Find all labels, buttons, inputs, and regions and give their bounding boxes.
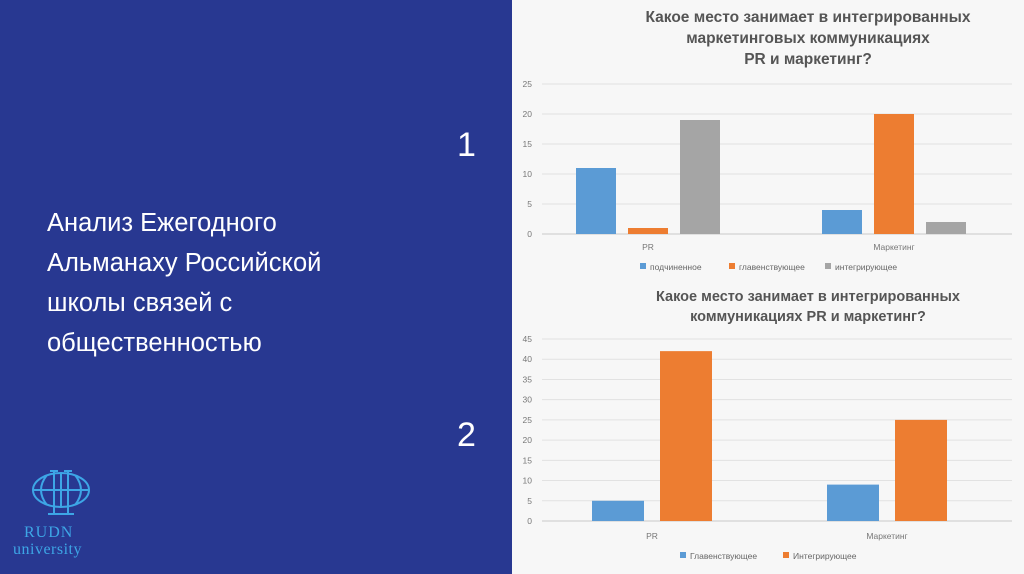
- y-tick-label: 35: [523, 374, 533, 384]
- legend-swatch: [680, 552, 686, 558]
- y-tick-label: 20: [523, 435, 533, 445]
- chart-1: Какое место занимает в интегрированных ма…: [523, 9, 1012, 272]
- legend-swatch: [640, 263, 646, 269]
- legend-label: интегрирующее: [835, 262, 897, 272]
- y-tick-label: 0: [527, 229, 532, 239]
- legend-swatch: [825, 263, 831, 269]
- chart-title-line: коммуникациях PR и маркетинг?: [690, 309, 926, 325]
- legend-swatch: [783, 552, 789, 558]
- y-tick-label: 5: [527, 496, 532, 506]
- bar-главенствующее-PR: [628, 228, 668, 234]
- x-category-label: PR: [642, 242, 654, 252]
- left-panel: [0, 0, 512, 574]
- x-category-label: Маркетинг: [866, 531, 907, 541]
- y-tick-label: 0: [527, 516, 532, 526]
- logo-text-rudn: RUDN: [24, 524, 74, 541]
- legend-label: Главенствующее: [690, 551, 757, 561]
- bar-интегрирующее-PR: [680, 120, 720, 234]
- y-tick-label: 25: [523, 415, 533, 425]
- legend-label: главенствующее: [739, 262, 805, 272]
- logo-text-university: university: [13, 541, 82, 558]
- chart-number-2: 2: [457, 416, 476, 454]
- bar-главенствующее-Маркетинг: [874, 114, 914, 234]
- y-tick-label: 45: [523, 334, 533, 344]
- y-tick-label: 10: [523, 476, 533, 486]
- bar-подчиненное-PR: [576, 168, 616, 234]
- bar-Главенствующее-PR: [592, 500, 644, 521]
- chart-title-line: Какое место занимает в интегрированных: [656, 289, 960, 305]
- chart-2: Какое место занимает в интегрированных ко…: [523, 289, 1012, 561]
- bar-Интегрирующее-PR: [660, 351, 712, 521]
- chart-title-line: Какое место занимает в интегрированных: [646, 9, 971, 26]
- y-tick-label: 30: [523, 395, 533, 405]
- y-tick-label: 5: [527, 199, 532, 209]
- x-category-label: Маркетинг: [873, 242, 914, 252]
- legend-label: Интегрирующее: [793, 551, 857, 561]
- bar-подчиненное-Маркетинг: [822, 210, 862, 234]
- y-tick-label: 10: [523, 169, 533, 179]
- y-tick-label: 15: [523, 139, 533, 149]
- y-tick-label: 20: [523, 109, 533, 119]
- slide-heading: Анализ Ежегодного Альманаху Российской ш…: [47, 209, 322, 357]
- y-tick-label: 40: [523, 354, 533, 364]
- chart-number-1: 1: [457, 126, 476, 164]
- y-tick-label: 15: [523, 455, 533, 465]
- bar-интегрирующее-Маркетинг: [926, 222, 966, 234]
- chart-title-line: PR и маркетинг?: [744, 51, 872, 68]
- bar-Интегрирующее-Маркетинг: [895, 419, 947, 521]
- bar-Главенствующее-Маркетинг: [827, 484, 879, 521]
- charts-panel: Какое место занимает в интегрированных ма…: [512, 0, 1024, 574]
- y-tick-label: 25: [523, 79, 533, 89]
- legend-label: подчиненное: [650, 262, 702, 272]
- legend-swatch: [729, 263, 735, 269]
- rudn-globe-icon: [32, 470, 90, 515]
- chart-title-line: маркетинговых коммуникациях: [686, 30, 930, 47]
- x-category-label: PR: [646, 531, 658, 541]
